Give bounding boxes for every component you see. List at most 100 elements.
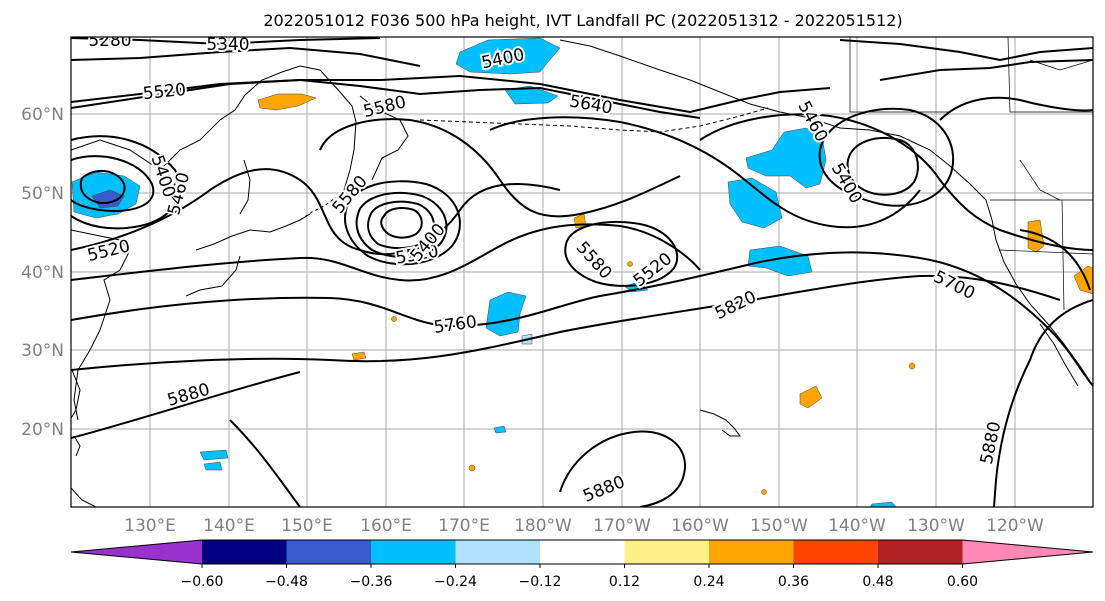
contour-line — [71, 155, 155, 212]
colorbar-tick-label: 0.60 — [947, 574, 978, 590]
contour-line — [993, 299, 1093, 507]
hawaii-islands — [699, 409, 741, 437]
colorbar-ticks — [201, 564, 963, 568]
contour-line — [79, 169, 126, 204]
lat-label: 30°N — [21, 341, 64, 361]
philippines-coastline — [71, 369, 81, 420]
ivt-positive-region — [799, 385, 823, 409]
ivt-negative-region — [493, 425, 507, 434]
contour-line — [355, 191, 448, 258]
ivt-positive-region — [1027, 219, 1045, 253]
ivt-positive-region — [391, 316, 397, 322]
colorbar-segment — [709, 540, 794, 564]
lon-label: 120°W — [986, 516, 1044, 536]
lon-label: 150°E — [281, 516, 333, 536]
colorbar-tick-label: 0.48 — [862, 574, 893, 590]
contour-line — [71, 135, 181, 230]
colorbar-segment — [624, 540, 709, 564]
figure-title: 2022051012 F036 500 hPa height, IVT Land… — [263, 11, 902, 30]
asia-coastline — [71, 229, 131, 421]
japan-coastline — [185, 255, 241, 297]
lon-label: 160°E — [360, 516, 412, 536]
colorbar-tick-label: 0.36 — [778, 574, 809, 590]
contour-line — [71, 37, 381, 46]
contour-label: 5340 — [206, 35, 249, 55]
colorbar-tick-label: 0.24 — [693, 574, 724, 590]
ivt-negative-region — [747, 245, 813, 277]
sakhalin-coastline — [239, 159, 251, 215]
aleutian-chain — [419, 107, 769, 133]
contour-line — [846, 137, 919, 196]
alaska-coastline — [559, 39, 993, 221]
lon-labels: 130°E 140°E 150°E 160°E 170°E 180°W 170°… — [124, 516, 1044, 536]
lat-label: 50°N — [21, 184, 64, 204]
kamchatka-coastline — [359, 95, 409, 181]
lon-label: 160°W — [671, 516, 729, 536]
map-panel: 5280 5340 5400 5520 5580 5640 5460 5400 … — [70, 31, 1094, 508]
contour-line — [879, 59, 1093, 81]
colorbar-segment — [540, 540, 625, 564]
contour-label: 5280 — [88, 31, 131, 51]
ivt-positive-region — [468, 464, 476, 472]
colorbar-tick-label: −0.36 — [350, 574, 393, 590]
contour-line — [367, 200, 435, 250]
colorbar-segment — [455, 540, 540, 564]
contour-line — [71, 168, 561, 255]
colorbar-tick-label: 0.12 — [609, 574, 640, 590]
lat-label: 40°N — [21, 263, 64, 283]
contour-line — [839, 39, 1093, 62]
ivt-negative-region — [455, 37, 561, 75]
colorbar-tick-label: −0.12 — [519, 574, 562, 590]
colorbar-tick-label: −0.24 — [434, 574, 477, 590]
contour-line — [1019, 229, 1091, 291]
colorbar-segment — [793, 540, 878, 564]
contour-line — [564, 221, 679, 287]
lon-label: 130°W — [907, 516, 965, 536]
contour-line — [71, 223, 701, 282]
ivt-positive-region — [257, 93, 317, 111]
lat-labels: 60°N 50°N 40°N 30°N 20°N — [21, 105, 64, 440]
contour-line — [380, 207, 423, 239]
contour-label: 5760 — [432, 312, 478, 338]
ivt-positive-region — [761, 489, 767, 495]
lon-label: 170°E — [438, 516, 490, 536]
contour-line — [699, 113, 1093, 251]
contour-line — [818, 107, 955, 207]
contour-line — [344, 180, 461, 266]
colorbar-tick-label: −0.48 — [265, 574, 308, 590]
colorbar-segment — [371, 540, 456, 564]
lon-label: 150°W — [750, 516, 808, 536]
contour-line — [71, 274, 1061, 371]
china-coastline — [71, 487, 97, 507]
ivt-positive-region — [627, 261, 633, 267]
colorbar-tick-label: −0.60 — [181, 574, 224, 590]
ivt-positive-region — [351, 351, 367, 361]
lon-label: 140°E — [203, 516, 255, 536]
contour-line — [939, 96, 1093, 121]
height-contours — [71, 37, 1093, 507]
contour-line — [71, 74, 831, 114]
contour-line — [71, 78, 701, 119]
ivt-shading — [71, 37, 1093, 507]
ivt-negative-region — [869, 501, 897, 507]
colorbar-segment — [286, 540, 371, 564]
contour-line — [559, 430, 687, 507]
contour-line — [71, 371, 301, 439]
asia-coastline — [71, 65, 357, 191]
japan-coastline — [195, 213, 311, 251]
contour-line — [71, 46, 421, 67]
lon-label: 180°W — [514, 516, 572, 536]
lat-label: 20°N — [21, 420, 64, 440]
lon-label: 140°W — [828, 516, 886, 536]
lat-label: 60°N — [21, 105, 64, 125]
taiwan-coastline — [73, 435, 81, 457]
ivt-positive-region — [908, 362, 916, 370]
colorbar-segment — [202, 540, 287, 564]
lon-label: 130°E — [124, 516, 176, 536]
contour-line — [229, 419, 301, 507]
colorbar-segment — [962, 540, 1093, 564]
baja-coastline — [1039, 323, 1079, 387]
contour-line — [319, 118, 681, 218]
kuril-chain — [299, 185, 351, 221]
